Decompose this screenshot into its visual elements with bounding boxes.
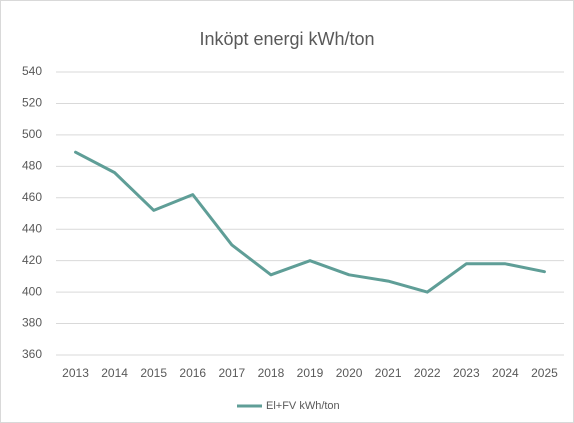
y-tick-label: 500 bbox=[22, 127, 42, 141]
x-tick-label: 2019 bbox=[297, 366, 324, 380]
y-tick-label: 400 bbox=[22, 284, 42, 298]
x-tick-label: 2022 bbox=[414, 366, 441, 380]
x-tick-label: 2017 bbox=[218, 366, 245, 380]
x-tick-label: 2016 bbox=[179, 366, 206, 380]
x-tick-label: 2024 bbox=[492, 366, 519, 380]
x-tick-label: 2013 bbox=[62, 366, 89, 380]
y-tick-label: 440 bbox=[22, 221, 42, 235]
x-tick-label: 2021 bbox=[375, 366, 402, 380]
x-tick-label: 2014 bbox=[101, 366, 128, 380]
y-tick-label: 460 bbox=[22, 190, 42, 204]
y-tick-label: 540 bbox=[22, 64, 42, 78]
data-line bbox=[74, 150, 546, 294]
x-tick-label: 2020 bbox=[336, 366, 363, 380]
y-tick-label: 380 bbox=[22, 316, 42, 330]
x-tick-label: 2023 bbox=[453, 366, 480, 380]
y-tick-label: 480 bbox=[22, 159, 42, 173]
y-tick-label: 520 bbox=[22, 96, 42, 110]
x-tick-label: 2018 bbox=[258, 366, 285, 380]
chart-title: Inköpt energi kWh/ton bbox=[199, 29, 374, 49]
y-tick-label: 360 bbox=[22, 347, 42, 361]
x-tick-label: 2015 bbox=[140, 366, 167, 380]
y-tick-label: 420 bbox=[22, 253, 42, 267]
legend-label: El+FV kWh/ton bbox=[266, 400, 340, 412]
x-tick-label: 2025 bbox=[531, 366, 558, 380]
